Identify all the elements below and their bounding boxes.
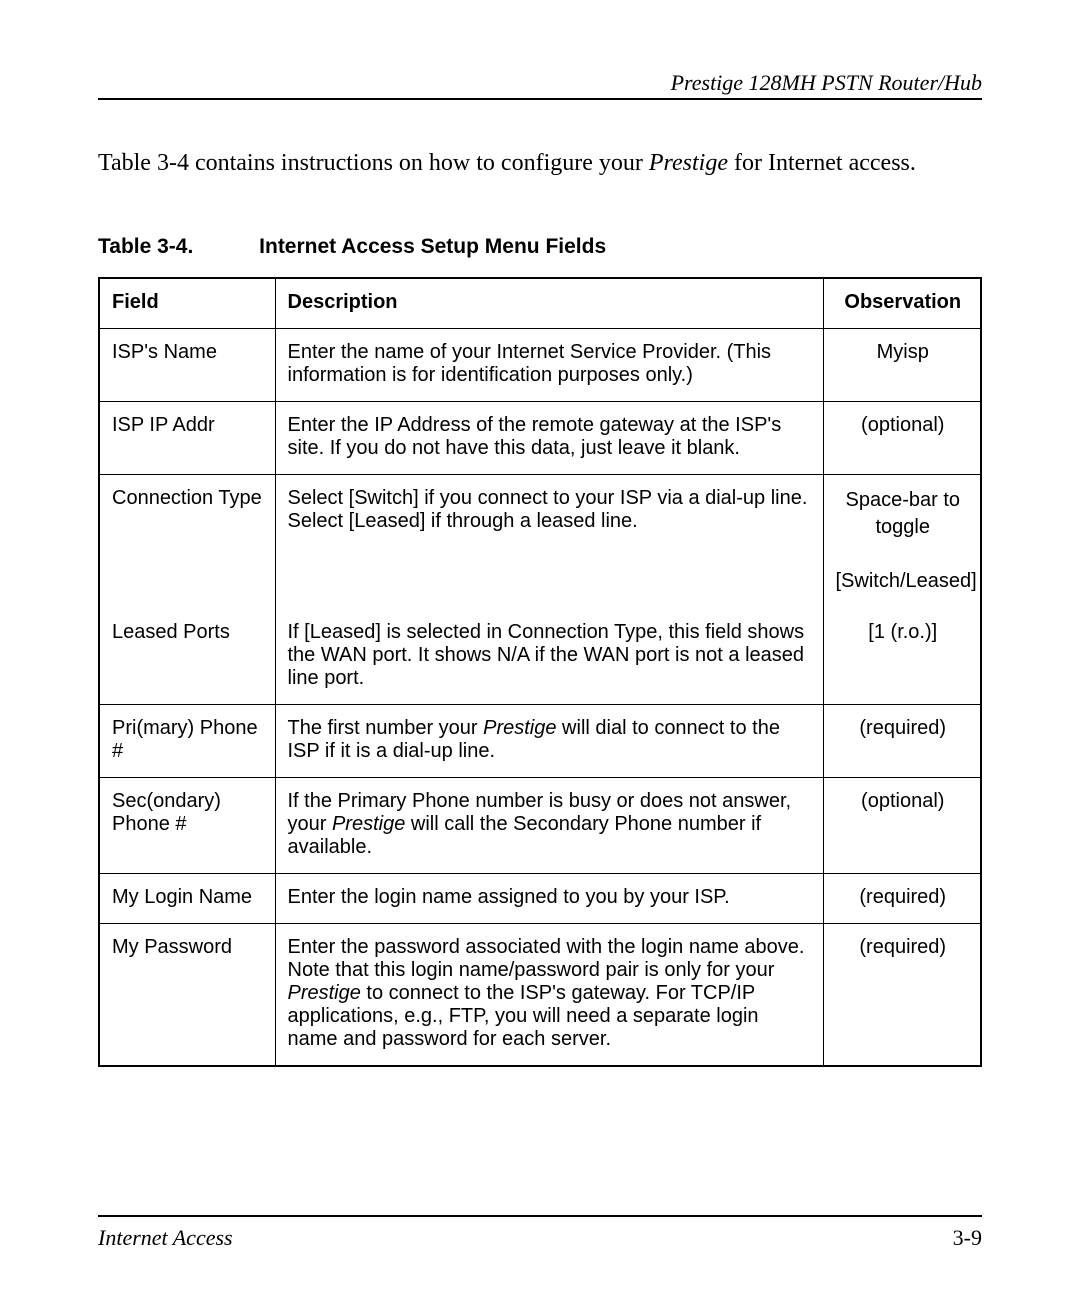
cell-field: Connection Type	[99, 475, 275, 610]
desc-italic: Prestige	[288, 982, 361, 1004]
footer-right: 3-9	[953, 1225, 982, 1251]
fields-table: Field Description Observation ISP's Name…	[98, 277, 982, 1067]
col-header-description: Description	[275, 278, 823, 329]
obs-line1: Space-bar to toggle	[845, 489, 960, 538]
col-header-field: Field	[99, 278, 275, 329]
table-row: ISP IP Addr Enter the IP Address of the …	[99, 402, 981, 475]
table-caption: Table 3-4. Internet Access Setup Menu Fi…	[98, 235, 982, 259]
intro-before: Table 3-4 contains instructions on how t…	[98, 150, 649, 176]
table-header-row: Field Description Observation	[99, 278, 981, 329]
cell-description: The first number your Prestige will dial…	[275, 705, 823, 778]
col-header-observation: Observation	[823, 278, 981, 329]
cell-field: ISP IP Addr	[99, 402, 275, 475]
footer-left: Internet Access	[98, 1225, 233, 1251]
page-footer: Internet Access 3-9	[98, 1215, 982, 1251]
intro-after: for Internet access.	[728, 150, 916, 176]
desc-before: The first number your	[288, 717, 484, 739]
table-row: Pri(mary) Phone # The first number your …	[99, 705, 981, 778]
desc-italic: Prestige	[332, 813, 405, 835]
header-title: Prestige 128MH PSTN Router/Hub	[671, 70, 982, 95]
cell-field: Pri(mary) Phone #	[99, 705, 275, 778]
table-row: ISP's Name Enter the name of your Intern…	[99, 329, 981, 402]
page-header: Prestige 128MH PSTN Router/Hub	[98, 70, 982, 100]
table-row: My Password Enter the password associate…	[99, 924, 981, 1067]
obs-line2: [Switch/Leased]	[836, 570, 977, 592]
table-row: Leased Ports If [Leased] is selected in …	[99, 609, 981, 705]
cell-observation: (required)	[823, 874, 981, 924]
cell-description: If the Primary Phone number is busy or d…	[275, 778, 823, 874]
cell-observation: (optional)	[823, 778, 981, 874]
caption-label: Table 3-4.	[98, 235, 193, 259]
page-content: Prestige 128MH PSTN Router/Hub Table 3-4…	[0, 0, 1080, 1067]
cell-field: My Login Name	[99, 874, 275, 924]
intro-paragraph: Table 3-4 contains instructions on how t…	[98, 148, 982, 179]
caption-title: Internet Access Setup Menu Fields	[259, 235, 606, 259]
cell-field: ISP's Name	[99, 329, 275, 402]
cell-description: Enter the name of your Internet Service …	[275, 329, 823, 402]
cell-observation: Myisp	[823, 329, 981, 402]
table-row: Connection Type Select [Switch] if you c…	[99, 475, 981, 610]
cell-field: My Password	[99, 924, 275, 1067]
cell-description: Enter the password associated with the l…	[275, 924, 823, 1067]
cell-observation: [1 (r.o.)]	[823, 609, 981, 705]
intro-italic: Prestige	[649, 150, 728, 176]
table-row: Sec(ondary) Phone # If the Primary Phone…	[99, 778, 981, 874]
cell-observation: Space-bar to toggle [Switch/Leased]	[823, 475, 981, 610]
desc-before: Enter the password associated with the l…	[288, 936, 805, 981]
cell-observation: (required)	[823, 924, 981, 1067]
table-row: My Login Name Enter the login name assig…	[99, 874, 981, 924]
cell-field: Leased Ports	[99, 609, 275, 705]
cell-field: Sec(ondary) Phone #	[99, 778, 275, 874]
cell-description: Select [Switch] if you connect to your I…	[275, 475, 823, 610]
cell-observation: (optional)	[823, 402, 981, 475]
cell-description: Enter the login name assigned to you by …	[275, 874, 823, 924]
cell-description: Enter the IP Address of the remote gatew…	[275, 402, 823, 475]
cell-observation: (required)	[823, 705, 981, 778]
desc-italic: Prestige	[483, 717, 556, 739]
cell-description: If [Leased] is selected in Connection Ty…	[275, 609, 823, 705]
